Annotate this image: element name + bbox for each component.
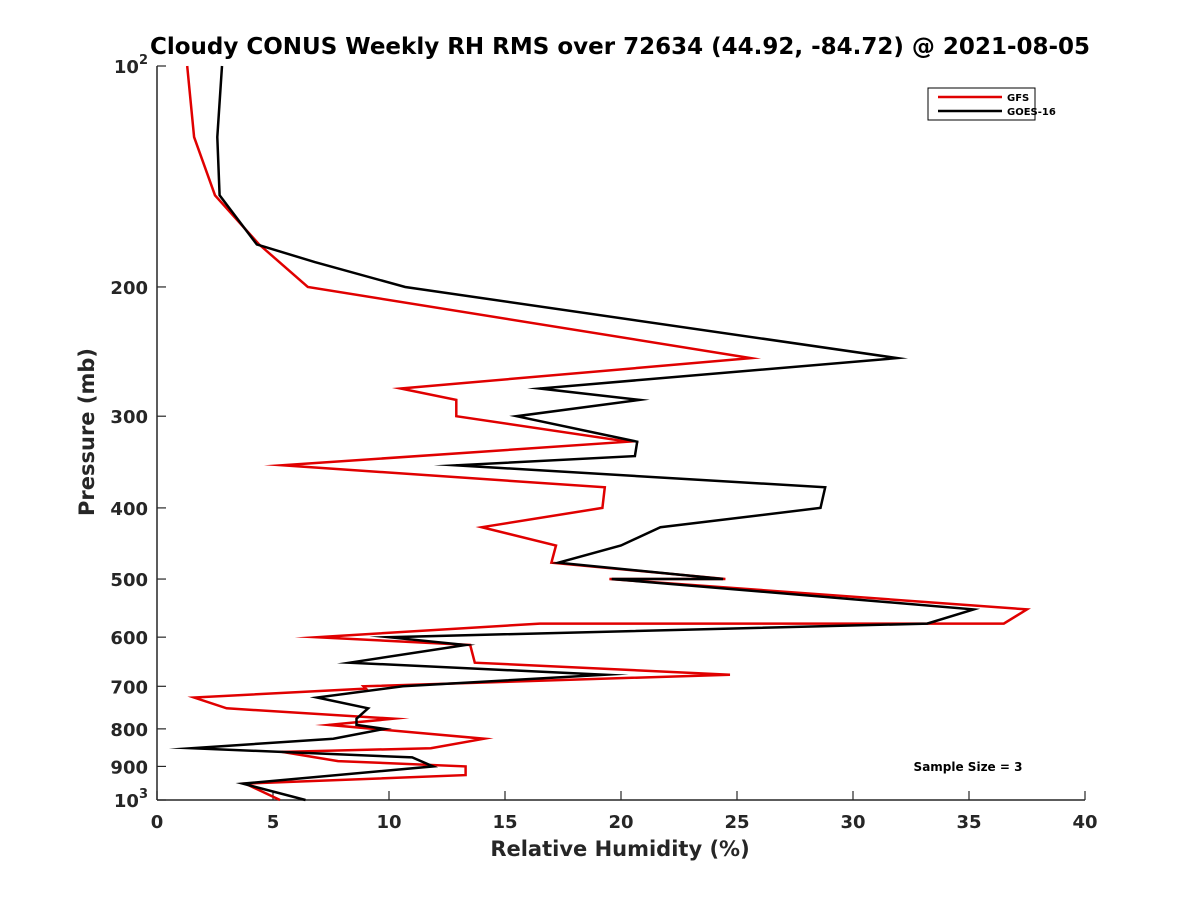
y-tick-base: 10 [114,791,139,812]
y-axis-label: Pressure (mb) [75,348,99,516]
y-tick-label: 200 [110,278,148,299]
legend-label-gfs: GFS [1007,93,1029,104]
x-axis-label: Relative Humidity (%) [490,837,749,861]
series-line-gfs [185,65,1031,802]
y-tick-label: 400 [110,499,148,520]
y-tick-label: 800 [110,720,148,741]
x-tick-label: 5 [267,812,280,833]
x-tick-label: 0 [151,812,164,833]
y-tick-exponent: 3 [139,787,148,802]
sample-size-annotation: Sample Size = 3 [914,760,1023,774]
y-tick-label: 102 [114,53,148,78]
legend-label-goes16: GOES-16 [1007,107,1056,118]
y-tick-label: 700 [110,677,148,698]
x-tick-label: 25 [724,812,749,833]
legend-box [927,87,1036,121]
y-tick-label: 103 [114,787,148,812]
x-tick-label: 15 [492,812,517,833]
x-tick-label: 35 [956,812,981,833]
x-tick-label: 30 [840,812,865,833]
y-tick-label: 500 [110,570,148,591]
x-tick-label: 40 [1072,812,1097,833]
y-tick-label: 900 [110,757,148,778]
series-line-goes-16 [168,65,981,802]
y-tick-label: 600 [110,628,148,649]
legend: GFS GOES-16 [927,87,1056,121]
chart-title: Cloudy CONUS Weekly RH RMS over 72634 (4… [150,34,1090,60]
y-tick-base: 10 [114,57,139,78]
y-tick-label: 300 [110,407,148,428]
y-tick-exponent: 2 [139,53,148,68]
x-tick-label: 20 [608,812,633,833]
x-tick-label: 10 [376,812,401,833]
